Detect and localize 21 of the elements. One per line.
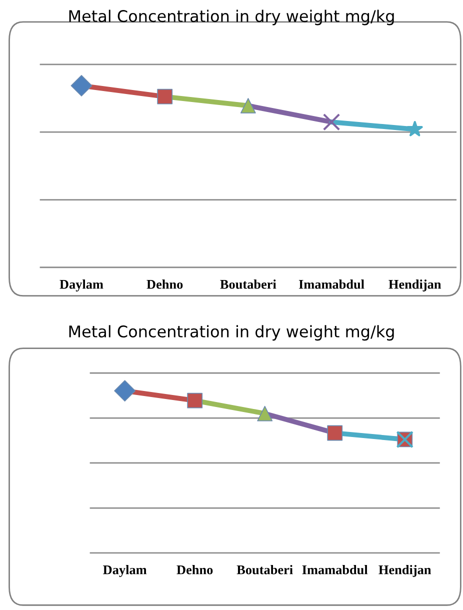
point	[327, 425, 343, 441]
point	[114, 380, 136, 402]
point	[70, 74, 92, 96]
point	[322, 113, 340, 131]
point	[240, 98, 256, 114]
point	[406, 120, 423, 136]
x-tick-label: Hendijan	[378, 564, 432, 577]
x-tick-label: Imamabdul	[298, 280, 364, 289]
x-tick-label: Dehno	[146, 280, 183, 289]
point	[187, 392, 203, 408]
x-tick-label: Daylam	[60, 280, 104, 292]
point	[257, 406, 273, 422]
x-tick-label: Boutaberi	[220, 280, 276, 289]
x-tick-label: Imamabdul	[302, 564, 368, 574]
x-tick-label: Boutaberi	[236, 564, 293, 574]
x-tick-label: Hendijan	[388, 280, 442, 292]
x-tick-label: Daylam	[103, 564, 147, 577]
chart-title: Metal Concentration in dry weight mg/kg	[69, 10, 394, 26]
x-tick-label: Dehno	[176, 564, 213, 574]
point	[157, 88, 173, 104]
chart-title: Metal Concentration in dry weight mg/kg	[69, 325, 394, 341]
